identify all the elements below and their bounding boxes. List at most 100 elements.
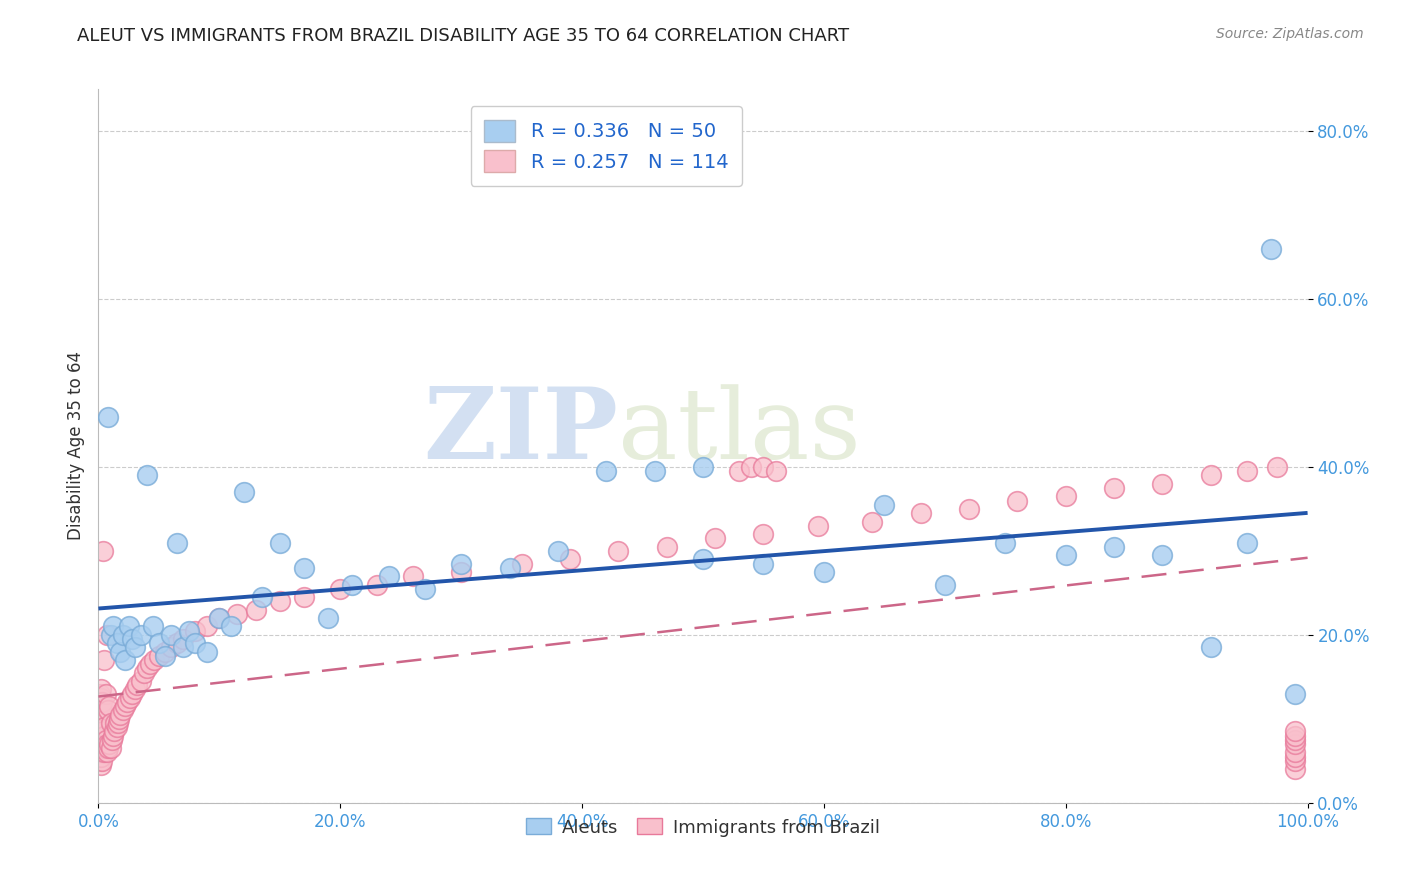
Point xyxy=(121,632,143,646)
Point xyxy=(94,687,117,701)
Point xyxy=(91,720,114,734)
Text: Source: ZipAtlas.com: Source: ZipAtlas.com xyxy=(1216,27,1364,41)
Point xyxy=(221,619,243,633)
Point xyxy=(1054,548,1077,562)
Legend: Aleuts, Immigrants from Brazil: Aleuts, Immigrants from Brazil xyxy=(519,811,887,844)
Point xyxy=(97,703,120,717)
Point xyxy=(94,741,117,756)
Point xyxy=(1284,732,1306,747)
Point xyxy=(139,657,162,672)
Point xyxy=(153,645,176,659)
Point xyxy=(692,552,714,566)
Point xyxy=(124,682,146,697)
Point xyxy=(105,636,128,650)
Point xyxy=(89,703,111,717)
Point xyxy=(558,552,581,566)
Point xyxy=(1199,468,1222,483)
Point xyxy=(91,544,114,558)
Point xyxy=(90,690,112,705)
Point xyxy=(118,619,141,633)
Point xyxy=(108,707,131,722)
Point xyxy=(292,560,315,574)
Point xyxy=(91,729,114,743)
Point xyxy=(91,737,114,751)
Point xyxy=(127,678,149,692)
Point xyxy=(208,611,231,625)
Point xyxy=(90,724,112,739)
Point xyxy=(93,746,115,760)
Point xyxy=(107,716,129,731)
Point xyxy=(90,749,112,764)
Point xyxy=(96,746,118,760)
Point xyxy=(160,640,183,655)
Point xyxy=(93,729,115,743)
Point xyxy=(1152,476,1174,491)
Point xyxy=(90,716,112,731)
Point xyxy=(100,716,122,731)
Point xyxy=(117,695,139,709)
Point xyxy=(208,611,231,625)
Point xyxy=(366,577,388,591)
Point xyxy=(118,690,141,705)
Point xyxy=(93,653,115,667)
Point xyxy=(135,468,157,483)
Point xyxy=(89,712,111,726)
Point xyxy=(103,724,125,739)
Point xyxy=(413,582,436,596)
Point xyxy=(101,619,124,633)
Point xyxy=(1284,737,1306,751)
Point xyxy=(96,737,118,751)
Point xyxy=(1054,489,1077,503)
Point xyxy=(100,732,122,747)
Point xyxy=(752,557,775,571)
Point xyxy=(98,699,121,714)
Point xyxy=(98,737,121,751)
Point xyxy=(90,707,112,722)
Point xyxy=(89,720,111,734)
Point xyxy=(752,460,775,475)
Point xyxy=(135,661,157,675)
Point xyxy=(148,636,170,650)
Point xyxy=(402,569,425,583)
Point xyxy=(269,594,291,608)
Point xyxy=(114,699,136,714)
Point xyxy=(655,540,678,554)
Point xyxy=(172,632,194,646)
Point xyxy=(96,628,118,642)
Point xyxy=(498,560,520,574)
Point xyxy=(91,703,114,717)
Point xyxy=(160,628,183,642)
Point xyxy=(97,741,120,756)
Point xyxy=(93,720,115,734)
Point xyxy=(184,636,207,650)
Point xyxy=(510,557,533,571)
Point xyxy=(89,695,111,709)
Point xyxy=(124,640,146,655)
Point xyxy=(108,712,131,726)
Point xyxy=(1267,460,1289,475)
Y-axis label: Disability Age 35 to 64: Disability Age 35 to 64 xyxy=(66,351,84,541)
Point xyxy=(143,653,166,667)
Point xyxy=(97,409,120,424)
Point xyxy=(90,741,112,756)
Point xyxy=(342,577,364,591)
Point xyxy=(90,732,112,747)
Point xyxy=(104,716,127,731)
Point xyxy=(934,577,956,591)
Point xyxy=(316,611,339,625)
Point xyxy=(90,682,112,697)
Point xyxy=(269,535,291,549)
Point xyxy=(1284,754,1306,768)
Text: atlas: atlas xyxy=(619,384,860,480)
Text: ALEUT VS IMMIGRANTS FROM BRAZIL DISABILITY AGE 35 TO 64 CORRELATION CHART: ALEUT VS IMMIGRANTS FROM BRAZIL DISABILI… xyxy=(77,27,849,45)
Point xyxy=(813,565,835,579)
Point xyxy=(184,624,207,638)
Point xyxy=(195,619,218,633)
Point xyxy=(142,619,165,633)
Point xyxy=(90,699,112,714)
Point xyxy=(232,485,254,500)
Point xyxy=(450,565,472,579)
Point xyxy=(873,498,896,512)
Point xyxy=(1102,540,1125,554)
Text: ZIP: ZIP xyxy=(423,384,619,480)
